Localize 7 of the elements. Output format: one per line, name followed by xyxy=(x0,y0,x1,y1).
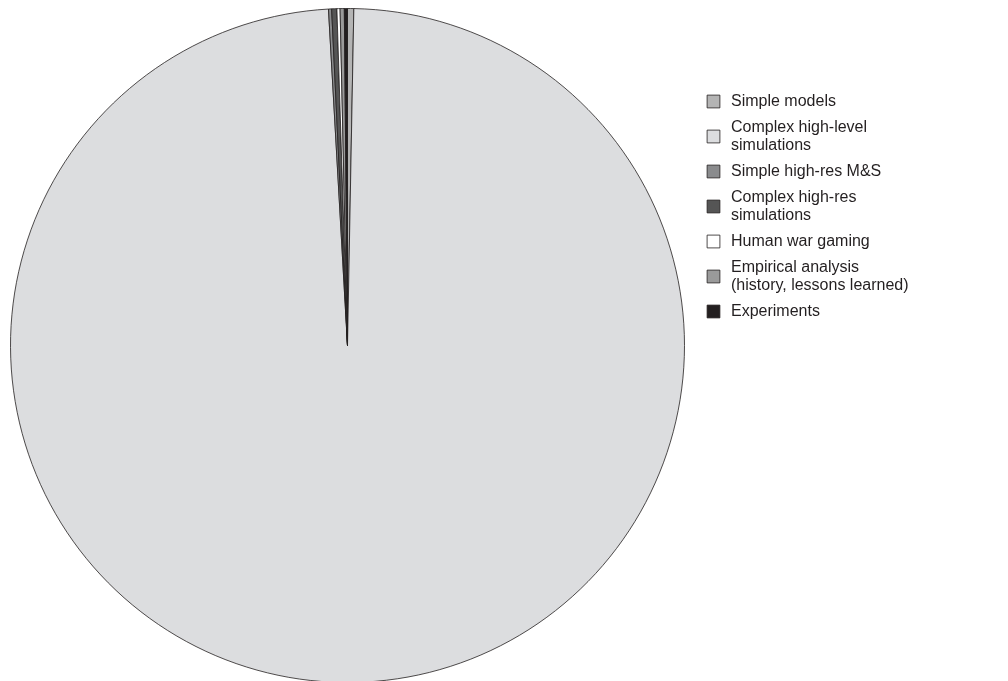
legend-label: Empirical analysis (history, lessons learned) xyxy=(731,258,909,294)
legend-label: Simple high-res M&S xyxy=(731,162,882,180)
legend-label: Complex high-res simulations xyxy=(731,188,857,224)
legend-label: Complex high-level simulations xyxy=(731,118,868,154)
legend-label: Experiments xyxy=(731,302,820,320)
legend-label: Human war gaming xyxy=(731,232,870,250)
legend-label: Simple models xyxy=(731,92,836,110)
